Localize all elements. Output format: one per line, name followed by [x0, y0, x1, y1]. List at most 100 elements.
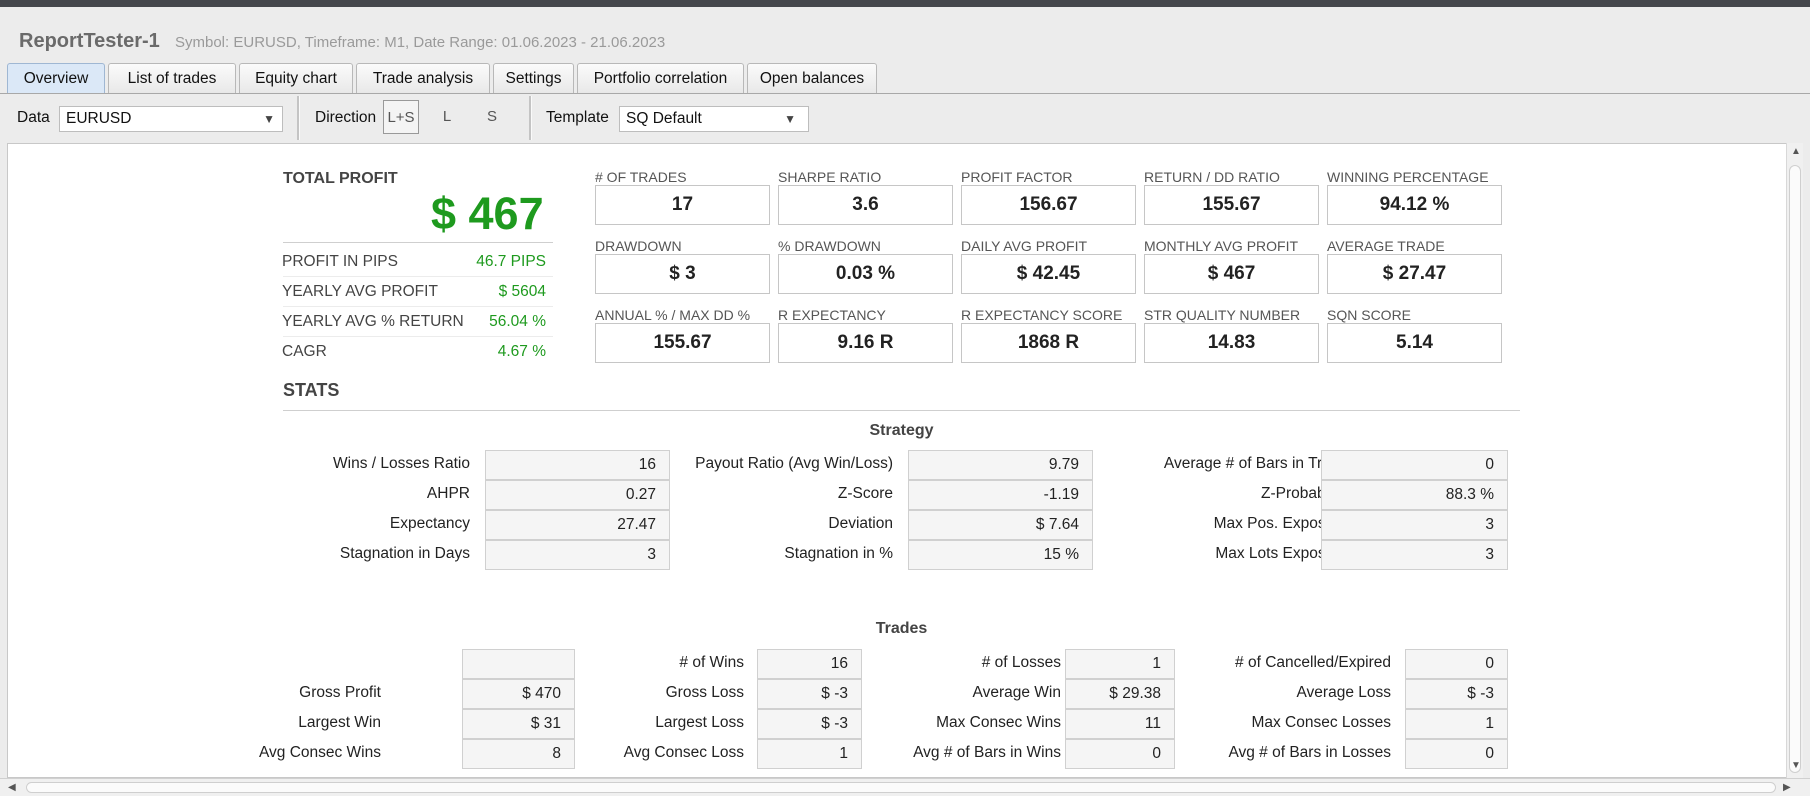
template-label: Template: [546, 109, 609, 126]
metric-label: DAILY AVG PROFIT: [961, 238, 1088, 254]
metric-value: 94.12 %: [1327, 185, 1502, 225]
stat-label: Wins / Losses Ratio: [333, 455, 470, 472]
trade-stat-value: $ 470: [462, 679, 575, 709]
trade-stat-label: # of Losses: [981, 654, 1061, 671]
stat-label: Z-Score: [837, 485, 893, 502]
stat-label: Stagnation in %: [784, 545, 893, 562]
trades-section-title: Trades: [875, 620, 928, 637]
metric-value: 9.16 R: [778, 323, 953, 363]
metric-label: R EXPECTANCY SCORE: [961, 307, 1123, 323]
metric-value: 5.14: [1327, 323, 1502, 363]
overview-panel: TOTAL PROFIT $ 467 PROFIT IN PIPS 46.7 P…: [7, 143, 1793, 778]
metric-label: AVERAGE TRADE: [1327, 238, 1445, 254]
metric-value: 17: [595, 185, 770, 225]
chevron-down-icon: ▼: [263, 112, 275, 126]
tab-portfolio-correlation[interactable]: Portfolio correlation: [577, 63, 744, 93]
tab-settings[interactable]: Settings: [493, 63, 574, 93]
stat-label: Payout Ratio (Avg Win/Loss): [695, 455, 893, 472]
stat-label: Deviation: [828, 515, 893, 532]
stat-value: 3: [1321, 510, 1508, 540]
trade-stat-value: $ -3: [1405, 679, 1508, 709]
trade-stat-label: Largest Win: [298, 714, 381, 731]
direction-l-button[interactable]: L: [442, 108, 452, 125]
scroll-right-icon[interactable]: ▶: [1783, 782, 1791, 793]
direction-label: Direction: [315, 109, 377, 126]
stat-label: Max Lots Exposure: [1215, 545, 1348, 562]
trade-stat-value: $ 31: [462, 709, 575, 739]
metric-label: STR QUALITY NUMBER: [1144, 307, 1301, 323]
stat-value: 3: [485, 540, 670, 570]
stat-value: 27.47: [485, 510, 670, 540]
trade-stat-value: 0: [1405, 739, 1508, 769]
scroll-left-icon[interactable]: ◀: [8, 782, 16, 793]
trade-stat-label: Avg Consec Wins: [258, 744, 381, 761]
metric-label: # OF TRADES: [595, 169, 687, 185]
trade-stat-label: Avg # of Bars in Wins: [913, 744, 1061, 761]
metric-label: ANNUAL % / MAX DD %: [595, 307, 751, 323]
stat-value: 9.79: [908, 450, 1093, 480]
tab-list-of-trades[interactable]: List of trades: [108, 63, 236, 93]
summary-row-divider: [283, 306, 553, 307]
trade-stat-value: 0: [1065, 739, 1175, 769]
metric-label: SQN SCORE: [1327, 307, 1412, 323]
direction-ls-button[interactable]: L+S: [383, 100, 419, 134]
filter-toolbar: [0, 94, 1810, 143]
metric-value: $ 42.45: [961, 254, 1136, 294]
template-select[interactable]: SQ Default ▼: [619, 106, 809, 132]
stats-title: STATS: [283, 380, 340, 400]
stat-value: 3: [1321, 540, 1508, 570]
toolbar-separator: [529, 96, 532, 140]
scroll-down-icon[interactable]: ▼: [1791, 760, 1801, 771]
direction-s-button[interactable]: S: [486, 108, 497, 125]
trade-stat-label: Avg # of Bars in Losses: [1228, 744, 1391, 761]
horizontal-scroll-thumb[interactable]: [26, 782, 1776, 793]
stat-value: 15 %: [908, 540, 1093, 570]
stat-label: AHPR: [426, 485, 470, 502]
scroll-up-icon[interactable]: ▲: [1791, 146, 1801, 157]
tab-trade-analysis[interactable]: Trade analysis: [356, 63, 490, 93]
metric-label: PROFIT FACTOR: [961, 169, 1073, 185]
summary-divider: [283, 242, 553, 243]
report-subtitle: Symbol: EURUSD, Timeframe: M1, Date Rang…: [175, 34, 666, 51]
trade-stat-label: Gross Profit: [299, 684, 381, 701]
trade-stat-label: Average Win: [972, 684, 1061, 701]
stat-label: Expectancy: [389, 515, 470, 532]
tab-overview[interactable]: Overview: [7, 63, 105, 95]
stat-label: Stagnation in Days: [339, 545, 470, 562]
yearly-avg-return-label: YEARLY AVG % RETURN: [282, 313, 464, 330]
tab-equity-chart[interactable]: Equity chart: [239, 63, 353, 93]
yearly-avg-profit-value: $ 5604: [498, 283, 546, 300]
metric-value: 155.67: [595, 323, 770, 363]
trade-stat-value: $ -3: [757, 679, 862, 709]
template-select-value: SQ Default: [626, 110, 702, 127]
metric-value: 155.67: [1144, 185, 1319, 225]
trade-stat-label: Max Consec Losses: [1251, 714, 1391, 731]
metric-value: 156.67: [961, 185, 1136, 225]
stat-value: 0: [1321, 450, 1508, 480]
stat-value: -1.19: [908, 480, 1093, 510]
stat-label: Max Pos. Exposure: [1213, 515, 1348, 532]
trade-stat-label: Largest Loss: [655, 714, 744, 731]
tab-open-balances[interactable]: Open balances: [747, 63, 877, 93]
metric-value: $ 3: [595, 254, 770, 294]
trade-stat-label: Avg Consec Loss: [623, 744, 744, 761]
yearly-avg-profit-label: YEARLY AVG PROFIT: [282, 283, 438, 300]
chevron-down-icon: ▼: [784, 112, 796, 126]
data-select[interactable]: EURUSD ▼: [59, 106, 283, 132]
vertical-scrollbar[interactable]: ▲ ▼: [1786, 143, 1803, 778]
trade-stat-label: Average Loss: [1296, 684, 1392, 701]
trade-stat-value: 16: [757, 649, 862, 679]
trade-stat-value: 1: [757, 739, 862, 769]
vertical-scroll-thumb[interactable]: [1789, 165, 1801, 773]
summary-row-divider: [283, 336, 553, 337]
stat-value: 0.27: [485, 480, 670, 510]
trade-stat-value: 1: [1065, 649, 1175, 679]
horizontal-scrollbar[interactable]: ◀ ▶: [0, 778, 1810, 796]
metric-value: 0.03 %: [778, 254, 953, 294]
trade-stat-value: 0: [1405, 649, 1508, 679]
trade-stat-value: $ 29.38: [1065, 679, 1175, 709]
trade-stat-label: # of Cancelled/Expired: [1235, 654, 1391, 671]
trade-stat-value: 1: [1405, 709, 1508, 739]
trade-stat-value: 8: [462, 739, 575, 769]
metric-value: 14.83: [1144, 323, 1319, 363]
